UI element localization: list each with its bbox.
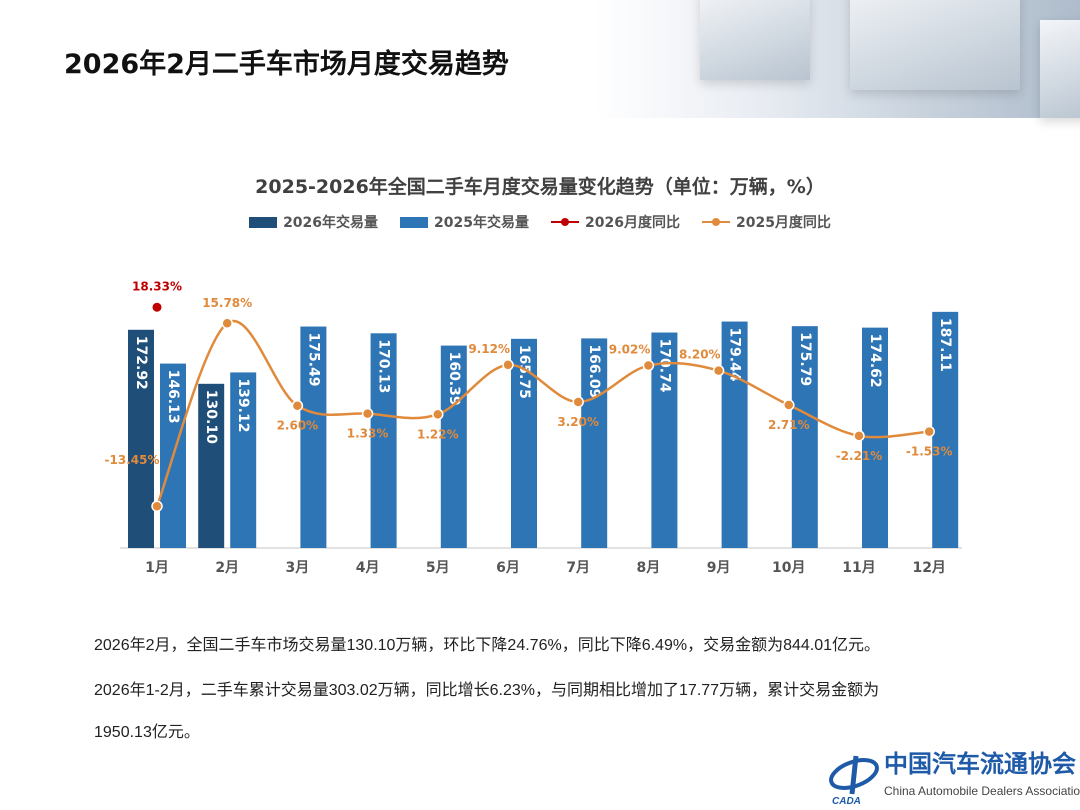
- x-tick-label: 1月: [145, 560, 169, 576]
- x-tick-label: 6月: [496, 560, 520, 576]
- yoy-2025-point: [221, 317, 233, 329]
- legend-label: 2025月度同比: [735, 215, 831, 231]
- yoy-2025-point: [712, 364, 725, 377]
- page-title: 2026年2月二手车市场月度交易趋势: [64, 49, 509, 80]
- yoy-2025-point: [432, 408, 444, 421]
- bar: [198, 383, 225, 548]
- bar-label: 166.09: [586, 344, 602, 398]
- bar-label: 160.39: [446, 352, 462, 406]
- bar-label: 139.12: [235, 378, 251, 432]
- bar-label: 146.13: [165, 370, 181, 424]
- x-tick-label: 5月: [426, 560, 450, 576]
- yoy-2025-point: [291, 399, 304, 412]
- bar-label: 170.74: [656, 339, 672, 393]
- bar-label: 187.11: [937, 318, 953, 372]
- yoy-2025-point: [151, 500, 163, 512]
- legend-item: 2025年交易量: [400, 212, 529, 232]
- legend-item: 2026年交易量: [249, 212, 378, 232]
- bar: [791, 326, 818, 548]
- yoy-2025-label: 15.78%: [202, 296, 252, 310]
- yoy-2025-point: [783, 399, 795, 411]
- bar-label: 172.92: [133, 336, 149, 390]
- chart-legend: 2026年交易量 2025年交易量 2026月度同比 2025月度同比: [0, 212, 1080, 232]
- logo-en: China Automobile Dealers Association: [884, 784, 1080, 798]
- yoy-2025-label: 1.33%: [347, 427, 389, 441]
- logo-cn: 中国汽车流通协会: [884, 749, 1076, 778]
- bar: [128, 329, 154, 548]
- cada-logo-mark: CADA: [829, 755, 879, 806]
- legend-label: 2025年交易量: [434, 215, 529, 231]
- header-banner: [0, 0, 1080, 118]
- x-tick-label: 8月: [637, 560, 661, 576]
- bar: [300, 326, 327, 548]
- decor-cube: [850, 0, 1020, 90]
- yoy-2025-label: 9.12%: [468, 342, 510, 356]
- bar-label: 174.62: [867, 334, 883, 388]
- x-tick-label: 10月: [772, 560, 805, 576]
- yoy-2026-label: 18.33%: [132, 279, 182, 293]
- decor-cube: [1040, 20, 1080, 118]
- legend-item: 2025月度同比: [701, 212, 831, 232]
- x-tick-label: 7月: [566, 560, 590, 576]
- x-tick-label: 12月: [912, 560, 945, 576]
- legend-label: 2026月度同比: [585, 215, 680, 231]
- yoy-2025-label: -2.21%: [836, 449, 883, 463]
- x-tick-label: 11月: [842, 560, 875, 576]
- yoy-2025-label: 9.02%: [609, 343, 651, 357]
- chart-plot: 172.92 146.13 1月 130.10 139.12 2月 175.49 3月 170.…: [105, 279, 962, 576]
- yoy-2025-label: -1.53%: [906, 445, 953, 459]
- bar: [440, 345, 467, 548]
- bar: [932, 311, 959, 548]
- bar-label: 165.75: [516, 345, 532, 399]
- yoy-2025-label: 8.20%: [679, 348, 721, 362]
- bar: [230, 372, 257, 548]
- yoy-2025-point: [923, 425, 935, 438]
- yoy-2025-point: [642, 359, 655, 372]
- x-tick-label: 4月: [356, 560, 380, 576]
- yoy-2025-point: [361, 407, 374, 420]
- bar: [721, 321, 748, 548]
- bar: [370, 333, 397, 548]
- yoy-2025-point: [572, 396, 584, 408]
- summary-paragraph: 2026年2月，全国二手车市场交易量130.10万辆，环比下降24.76%，同比…: [94, 637, 881, 654]
- bar: [581, 338, 608, 548]
- svg-text:CADA: CADA: [832, 796, 861, 806]
- yoy-2025-label: 3.20%: [557, 415, 599, 429]
- legend-label: 2026年交易量: [283, 215, 379, 231]
- yoy-2025-point: [502, 359, 514, 371]
- bar-label: 170.13: [376, 339, 392, 393]
- cada-logo: CADA 中国汽车流通协会 China Automobile Dealers A…: [826, 749, 1080, 806]
- summary-paragraph: 2026年1-2月，二手车累计交易量303.02万辆，同比增长6.23%，与同期…: [94, 682, 880, 699]
- bar-label: 175.79: [797, 332, 813, 386]
- legend-item: 2026月度同比: [551, 212, 680, 232]
- summary-paragraph: 1950.13亿元。: [94, 724, 200, 741]
- x-tick-label: 9月: [707, 560, 731, 576]
- bar-label: 179.44: [727, 328, 743, 382]
- yoy-2025-label: 2.60%: [277, 419, 319, 433]
- yoy-2025-label: -13.45%: [105, 453, 160, 467]
- bar-label: 130.10: [203, 390, 219, 444]
- yoy-2025-label: 1.22%: [417, 427, 459, 441]
- chart-title: 2025-2026年全国二手车月度交易量变化趋势（单位：万辆，%）: [255, 176, 825, 198]
- yoy-2026-point: [152, 302, 162, 312]
- bar-label: 175.49: [305, 333, 321, 387]
- yoy-2025-label: 2.71%: [768, 418, 810, 432]
- x-tick-label: 3月: [286, 560, 310, 576]
- decor-cube: [700, 0, 810, 80]
- x-tick-label: 2月: [215, 560, 239, 576]
- yoy-2025-point: [853, 430, 865, 442]
- bar: [651, 332, 678, 548]
